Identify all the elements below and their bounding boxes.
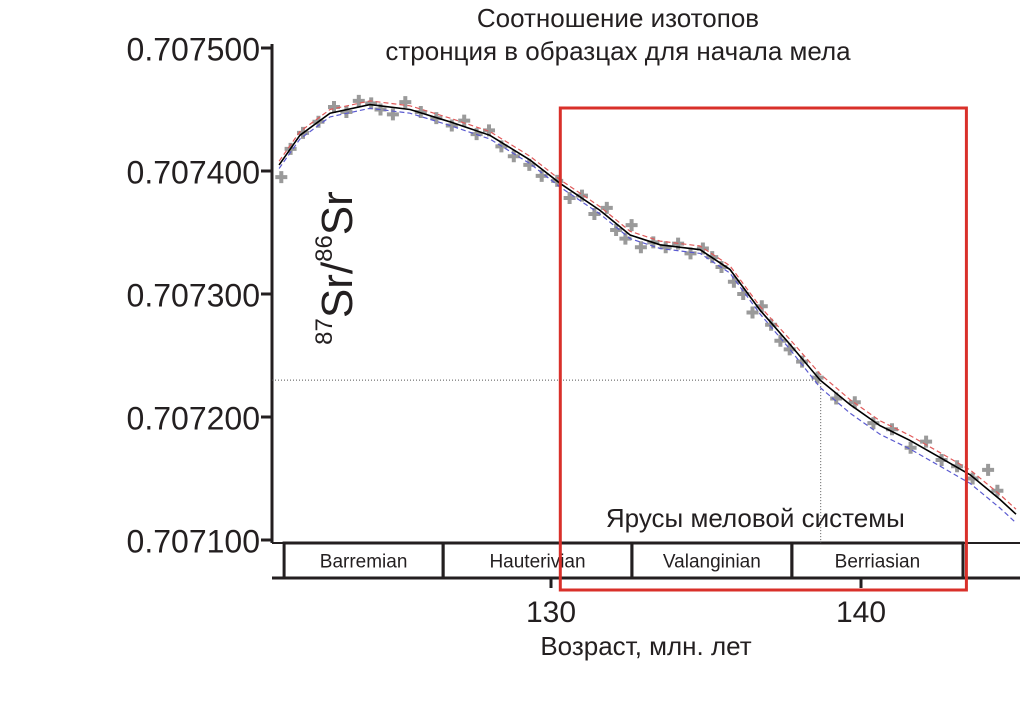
data-point	[659, 241, 672, 254]
fit-curve	[278, 100, 1017, 510]
data-point	[966, 472, 979, 485]
data-point	[991, 484, 1004, 497]
data-point	[523, 158, 536, 171]
stage-label: Valanginian	[663, 552, 761, 573]
fit-curve	[278, 107, 1017, 524]
data-point	[445, 119, 458, 132]
chart-title: Соотношение изотопов	[477, 3, 759, 33]
data-point	[340, 105, 353, 118]
data-point	[830, 392, 843, 405]
y-tick-label: 0.707100	[127, 523, 260, 559]
y-tick-label: 0.707500	[127, 31, 260, 67]
data-point	[563, 192, 576, 205]
data-point	[982, 463, 995, 476]
data-point	[365, 97, 378, 110]
data-point	[951, 460, 964, 473]
data-point	[507, 150, 520, 163]
data-point	[774, 334, 787, 347]
stage-label: Hauterivian	[489, 552, 585, 573]
highlight-label: Ярусы меловой системы	[606, 503, 905, 533]
stage-label: Berriasian	[835, 552, 921, 573]
data-point	[588, 208, 601, 221]
y-tick-label: 0.707300	[127, 277, 260, 313]
y-tick-label: 0.707400	[127, 154, 260, 190]
data-point	[634, 241, 647, 254]
stage-box	[790, 541, 965, 580]
data-point	[386, 108, 399, 121]
y-tick-label: 0.707200	[127, 400, 260, 436]
y-label-part: 86	[311, 235, 338, 262]
data-point	[920, 435, 933, 448]
x-tick-label: 140	[836, 596, 886, 629]
y-label-part: Sr	[313, 191, 362, 235]
x-tick-label: 130	[526, 596, 576, 629]
stage-label: Barremian	[320, 552, 408, 573]
y-axis-label: 87Sr/86Sr	[311, 191, 361, 345]
data-point	[275, 171, 288, 184]
highlight-box	[558, 106, 968, 592]
data-point	[458, 114, 471, 127]
chart-title: стронция в образцах для начала мела	[385, 36, 851, 66]
data-point	[352, 94, 365, 107]
data-point	[684, 247, 697, 260]
fit-curve	[278, 103, 1017, 515]
y-label-part: 87	[311, 318, 338, 345]
data-point	[610, 224, 623, 237]
y-label-part: Sr/	[313, 261, 362, 318]
data-point	[399, 96, 412, 109]
data-point	[746, 306, 759, 319]
data-point	[625, 219, 638, 232]
data-point	[796, 355, 809, 368]
data-point	[328, 101, 340, 114]
data-point	[765, 318, 778, 331]
x-axis-label: Возраст, млн. лет	[540, 631, 751, 661]
data-point	[848, 396, 861, 409]
